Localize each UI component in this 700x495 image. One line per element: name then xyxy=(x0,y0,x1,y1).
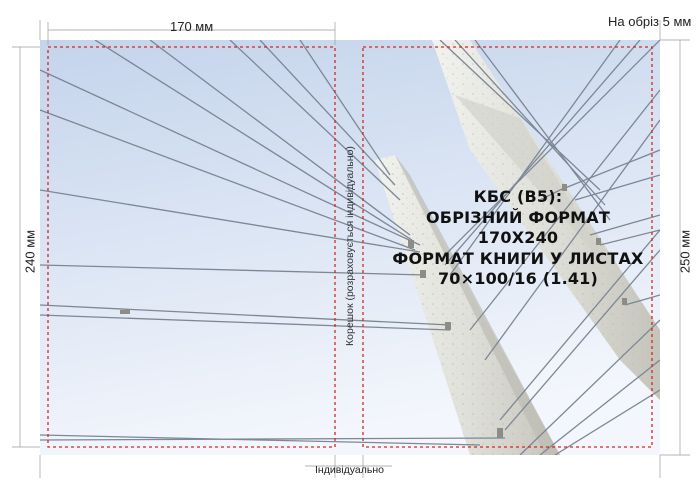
front-cover-trim xyxy=(362,46,653,448)
format-line-3: 170Х240 xyxy=(477,228,559,247)
format-line-4: ФОРМАТ КНИГИ У ЛИСТАХ xyxy=(392,248,644,268)
trim-lines xyxy=(47,46,653,448)
width-dimension-label: 170 мм xyxy=(170,19,214,34)
format-line-2: ОБРІЗНИЙ ФОРМАТ xyxy=(426,207,610,227)
cover-photo xyxy=(40,40,660,455)
guide-lines xyxy=(12,20,690,478)
center-pylon xyxy=(375,155,560,455)
left-height-label: 240 мм xyxy=(22,229,38,274)
right-height-label: 250 мм xyxy=(677,229,693,274)
format-line-1: КБС (В5): xyxy=(473,187,563,206)
cable-anchors xyxy=(120,184,627,438)
format-line-5: 70×100/16 (1.41) xyxy=(437,269,599,288)
bleed-note-label: На обріз 5 мм xyxy=(608,14,692,29)
spine-label: Корешок (розраховується індивідуально) xyxy=(344,146,356,346)
back-cover-trim xyxy=(47,46,336,448)
right-pylon xyxy=(432,40,660,400)
format-title-block: КБС (В5): ОБРІЗНИЙ ФОРМАТ 170Х240 ФОРМАТ… xyxy=(368,187,668,290)
spine-width-label: Індивідуально xyxy=(315,464,384,476)
cables xyxy=(40,40,660,455)
